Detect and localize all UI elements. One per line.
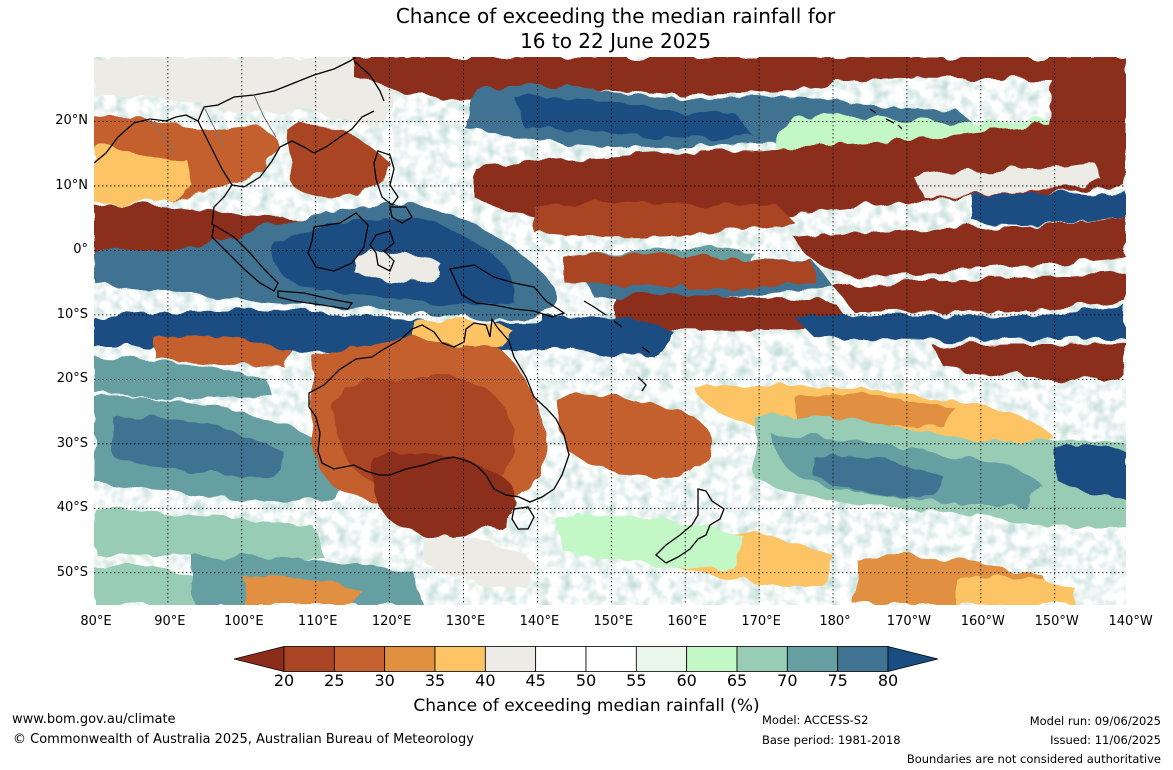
base-period: Base period: 1981-2018 xyxy=(762,733,901,747)
colorbar-bin xyxy=(585,646,637,672)
country-borders xyxy=(149,94,277,154)
latitude-label: 30°S xyxy=(56,435,88,451)
longitude-label: 150°E xyxy=(593,614,634,629)
issued-date: Issued: 11/06/2025 xyxy=(1050,733,1161,747)
colorbar-bin xyxy=(283,646,335,672)
latitude-label: 10°N xyxy=(55,177,88,193)
title-line-2: 16 to 22 June 2025 xyxy=(520,29,711,53)
longitude-label: 150°W xyxy=(1034,614,1079,629)
colorbar-bin xyxy=(333,646,386,672)
longitude-label: 140°E xyxy=(519,614,560,629)
colorbar-bin xyxy=(887,646,938,672)
colorbar-bin xyxy=(484,646,537,672)
colorbar-bin xyxy=(535,646,587,672)
colorbar-tick-label: 25 xyxy=(324,671,345,690)
gridlines xyxy=(94,57,1126,605)
colorbar-tick-label: 35 xyxy=(424,671,446,690)
boundaries-disclaimer: Boundaries are not considered authoritat… xyxy=(906,752,1161,766)
colorbar-bin xyxy=(786,646,839,672)
colorbar-tick-label: 60 xyxy=(676,671,697,690)
longitude-label: 90°E xyxy=(154,614,186,629)
colorbar-bin xyxy=(686,646,738,672)
longitude-label: 130°E xyxy=(445,614,486,629)
longitude-label: 120°E xyxy=(371,614,412,629)
colorbar-tick-label: 70 xyxy=(777,671,798,690)
longitude-label: 170°E xyxy=(741,614,781,629)
colorbar-tick-label: 65 xyxy=(726,671,748,690)
colorbar-bin xyxy=(434,646,486,672)
colorbar xyxy=(234,646,938,672)
map-title: Chance of exceeding the median rainfall … xyxy=(0,4,1173,54)
colorbar-tick-label: 80 xyxy=(877,671,899,690)
latitude-label: 10°S xyxy=(56,306,88,322)
latitude-label: 20°S xyxy=(56,371,88,387)
longitude-label: 80°E xyxy=(80,614,112,629)
colorbar-bin xyxy=(736,646,788,672)
colorbar-tick-label: 50 xyxy=(575,671,597,690)
colorbar-bin xyxy=(384,646,436,672)
latitude-label: 20°N xyxy=(55,113,88,129)
longitude-label: 160°E xyxy=(667,614,707,629)
colorbar-tick-label: 30 xyxy=(374,671,395,690)
colorbar-tick-label: 55 xyxy=(626,671,647,690)
longitude-label: 140°W xyxy=(1108,614,1153,629)
model-run-date: Model run: 09/06/2025 xyxy=(1029,714,1161,728)
longitude-label: 160°W xyxy=(960,614,1005,629)
map-canvas xyxy=(94,57,1126,605)
website-link[interactable]: www.bom.gov.au/climate xyxy=(12,712,176,727)
model-name: Model: ACCESS-S2 xyxy=(762,713,869,727)
copyright-notice: © Commonwealth of Australia 2025, Austra… xyxy=(13,732,474,747)
colorbar-tick-label: 40 xyxy=(475,671,496,690)
colorbar-bin xyxy=(234,646,285,672)
colorbar-bin xyxy=(635,646,688,672)
rainfall-map xyxy=(94,57,1126,605)
longitude-label: 170°W xyxy=(886,614,931,629)
latitude-label: 40°S xyxy=(56,500,88,516)
colorbar-tick-label: 20 xyxy=(273,671,295,690)
latitude-label: 50°S xyxy=(56,564,88,580)
longitude-label: 180° xyxy=(819,614,851,629)
latitude-label: 0° xyxy=(73,242,88,258)
title-line-1: Chance of exceeding the median rainfall … xyxy=(395,4,836,28)
colorbar-bin xyxy=(837,646,889,672)
colorbar-label: Chance of exceeding median rainfall (%) xyxy=(413,696,760,716)
longitude-label: 100°E xyxy=(224,614,264,629)
colorbar-tick-label: 45 xyxy=(525,671,546,690)
colorbar-tick-label: 75 xyxy=(827,671,848,690)
longitude-label: 110°E xyxy=(297,614,338,629)
